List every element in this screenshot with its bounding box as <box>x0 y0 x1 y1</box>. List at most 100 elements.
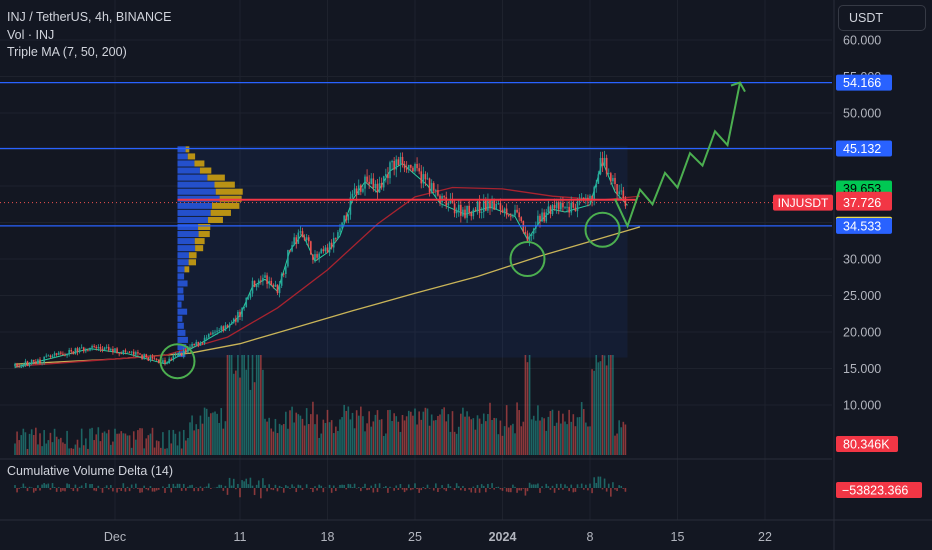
cvd-bar <box>493 488 495 490</box>
volume-profile-area <box>177 145 628 358</box>
cvd-bar <box>197 488 200 492</box>
cvd-bar <box>510 488 512 493</box>
cvd-bar <box>530 484 533 488</box>
legend-ma[interactable]: Triple MA (7, 50, 200) <box>7 45 127 59</box>
volume-bar <box>185 440 187 455</box>
cvd-bar <box>464 488 466 491</box>
volume-bar <box>580 402 583 455</box>
currency-button[interactable]: USDT <box>838 5 926 31</box>
cvd-bar <box>14 485 16 488</box>
candle-body <box>418 168 420 172</box>
cvd-bar <box>576 484 579 488</box>
cvd-bar <box>620 485 623 488</box>
cvd-bar <box>378 483 381 488</box>
cvd-bar <box>449 486 452 488</box>
profile-row-sell <box>198 231 210 238</box>
cvd-bar <box>416 488 418 490</box>
legend-symbol[interactable]: INJ / TetherUS, 4h, BINANCE <box>7 10 172 24</box>
cvd-bar <box>110 485 112 488</box>
volume-bar <box>176 445 179 455</box>
cvd-bar <box>145 488 148 490</box>
volume-bar <box>332 433 335 455</box>
candle-body <box>87 349 89 351</box>
volume-bar <box>553 425 556 455</box>
volume-bar <box>499 420 502 455</box>
volume-bar <box>449 431 452 455</box>
candle-body <box>153 358 156 360</box>
volume-bar <box>305 408 308 455</box>
volume-bar <box>214 411 216 455</box>
volume-bar <box>82 445 85 455</box>
candle-body <box>374 183 377 189</box>
volume-bar <box>393 413 395 455</box>
volume-bar <box>80 428 83 455</box>
volume-bar <box>489 402 491 455</box>
symbol-tag-bg <box>773 194 833 211</box>
candle-body <box>464 209 466 218</box>
volume-bar <box>416 424 418 455</box>
candle-body <box>170 358 173 361</box>
volume-bar <box>20 435 23 455</box>
candle-body <box>316 254 318 258</box>
volume-bar <box>516 402 518 455</box>
volume-bar <box>16 431 18 455</box>
candle-body <box>176 354 179 355</box>
volume-bar <box>443 407 445 455</box>
cvd-bar <box>382 487 385 488</box>
cvd-bar <box>220 484 223 488</box>
volume-bar <box>195 424 198 455</box>
cvd-bar <box>97 485 100 488</box>
candle-body <box>480 212 483 213</box>
cvd-bar <box>562 488 564 490</box>
x-tick-label: 15 <box>671 530 685 544</box>
volume-bar <box>239 377 241 455</box>
volume-bar <box>395 416 398 455</box>
volume-bar <box>203 407 206 455</box>
symbol-tag-label: INJUSDT <box>778 196 829 210</box>
candle-body <box>68 350 70 354</box>
profile-row-buy <box>177 336 188 343</box>
volume-bar <box>562 413 564 455</box>
cvd-bar <box>489 488 491 489</box>
cvd-bar <box>112 488 114 492</box>
candle-body <box>272 284 275 287</box>
volume-bar <box>495 418 498 455</box>
cvd-bar <box>68 484 70 488</box>
volume-bar <box>47 440 50 455</box>
candle-body <box>545 212 548 222</box>
candle-body <box>557 202 560 210</box>
volume-bar <box>297 414 300 455</box>
cvd-bar <box>55 488 58 492</box>
legend-volume[interactable]: Vol · INJ <box>7 27 55 42</box>
candle-body <box>551 205 554 215</box>
cvd-bar <box>128 488 131 492</box>
candle-body <box>624 198 627 207</box>
volume-bar <box>287 428 289 455</box>
cvd-bar <box>495 487 498 488</box>
candle-body <box>266 275 268 284</box>
volume-bar <box>270 428 273 455</box>
candle-body <box>453 203 456 214</box>
volume-bar <box>568 409 570 455</box>
volume-bar <box>624 424 627 455</box>
candle-body <box>412 167 414 172</box>
volume-bar <box>385 433 387 455</box>
cvd-bar <box>203 487 206 488</box>
volume-bar <box>357 415 360 455</box>
candle-body <box>343 215 345 223</box>
volume-bar <box>295 412 298 455</box>
candle-body <box>72 351 75 355</box>
volume-bar <box>510 425 512 455</box>
volume-bar <box>360 406 362 455</box>
volume-bar <box>128 435 131 455</box>
cvd-bar <box>405 488 408 491</box>
candle-body <box>474 209 477 211</box>
cvd-indicator-label[interactable]: Cumulative Volume Delta (14) <box>7 464 174 478</box>
volume-bar <box>587 426 589 455</box>
cvd-bar <box>582 488 585 490</box>
candle-body <box>262 277 264 282</box>
candle-body <box>414 164 416 172</box>
cvd-bar <box>414 483 416 488</box>
cvd-bar <box>526 488 529 492</box>
